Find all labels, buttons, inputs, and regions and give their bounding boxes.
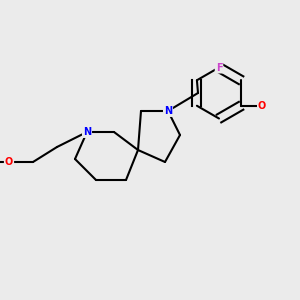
Text: F: F — [216, 62, 222, 73]
Text: N: N — [83, 127, 91, 137]
Text: O: O — [258, 101, 266, 111]
Text: O: O — [5, 157, 13, 167]
Text: N: N — [164, 106, 172, 116]
